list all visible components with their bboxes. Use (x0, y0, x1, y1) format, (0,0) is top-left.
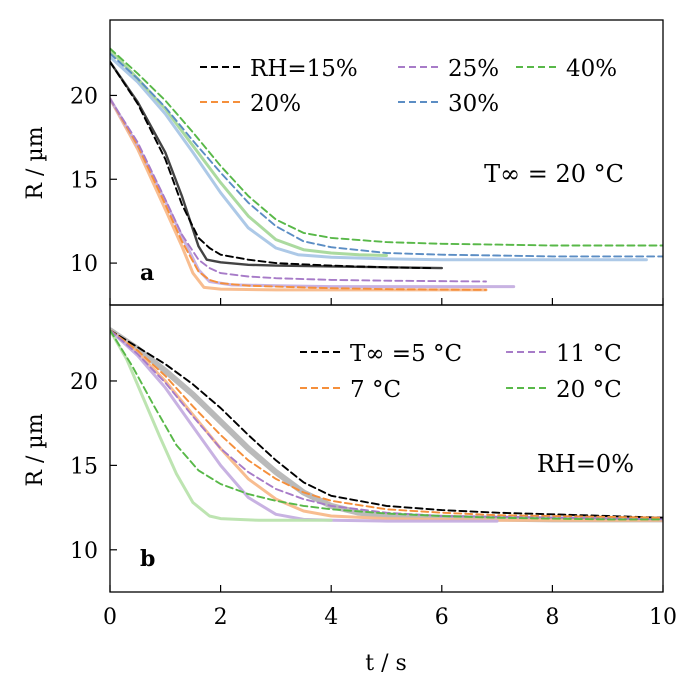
panel-b-annotation: RH=0% (537, 450, 634, 478)
panel-a-ytick-label-0: 10 (70, 252, 98, 277)
panel-b-ytick-label-2: 20 (70, 370, 98, 395)
panel-b-x-ticks: 0 2 4 6 8 10 (103, 585, 677, 630)
panel-a-legend-label-0-1: 25% (448, 56, 499, 82)
panel-b-xtick-label-0: 0 (103, 605, 117, 630)
panel-b-ylabel: R / µm (23, 413, 48, 486)
panel-b-xtick-label-3: 6 (435, 605, 449, 630)
panel-a-series-line-2 (110, 97, 487, 283)
panel-a-series-line-1 (110, 97, 487, 291)
panel-b-xtick-label-5: 10 (649, 605, 677, 630)
panel-a-series (110, 47, 663, 292)
panel-b-y-ticks: 10 15 20 (70, 370, 117, 564)
panel-a-x-ticks (109, 298, 664, 305)
panel-a-label: a (140, 260, 154, 286)
panel-a-series-line-8 (110, 55, 648, 262)
panel-b-legend-label-0-1: 11 °C (556, 341, 622, 367)
panel-b-legend-label-0-0: T∞ =5 °C (350, 341, 462, 367)
panel-b-xtick-label-4: 8 (545, 605, 559, 630)
panel-a-legend: RH=15% 25% 40% 20% 30% (200, 56, 617, 117)
panel-b-label: b (140, 546, 155, 572)
panel-b-ytick-label-0: 10 (70, 539, 98, 564)
panel-a-legend-label-0-0: RH=15% (250, 56, 358, 82)
panel-b-frame (109, 304, 664, 593)
panel-b-xtick-label-2: 4 (324, 605, 338, 630)
panel-b-series-line-3 (110, 329, 663, 521)
panel-b-xlabel: t / s (365, 651, 407, 676)
panel-a-series-line-4 (110, 47, 663, 247)
panel-a-series-line-3 (110, 52, 663, 258)
panel-a-legend-label-1-1: 30% (448, 91, 499, 117)
panel-a-series-line-6 (110, 97, 488, 292)
panel-a-ytick-label-2: 20 (70, 84, 98, 109)
panel-b-xtick-label-1: 2 (214, 605, 228, 630)
panel-b: 10 15 20 0 2 4 6 8 10 R / µm t / s RH=0% b T∞ =… (23, 304, 677, 676)
panel-a-series-line-0 (110, 60, 432, 270)
panel-b-legend-label-1-1: 20 °C (556, 377, 622, 403)
panel-b-ytick-label-1: 15 (70, 454, 98, 479)
panel-a-y-ticks: 10 15 20 (70, 84, 117, 277)
panel-b-series-line-5 (110, 328, 663, 522)
panel-b-series-line-6 (110, 328, 499, 523)
panel-b-series-line-7 (110, 328, 333, 522)
panel-b-legend: T∞ =5 °C 11 °C 7 °C 20 °C (300, 341, 622, 403)
panel-b-series-line-1 (110, 329, 663, 519)
panel-b-legend-label-1-0: 7 °C (350, 377, 401, 403)
panel-b-series (110, 327, 663, 523)
panel-a: 10 15 20 R / µm T∞ = 20 °C a RH=15% 25% 40% 2… (23, 19, 664, 306)
panel-b-series-line-0 (110, 329, 663, 519)
panel-a-series-line-9 (110, 48, 388, 257)
panel-a-ylabel: R / µm (23, 126, 48, 199)
panel-a-annotation: T∞ = 20 °C (484, 160, 624, 188)
panel-a-ytick-label-1: 15 (70, 168, 98, 193)
panel-a-legend-label-1-0: 20% (250, 91, 301, 117)
panel-b-series-line-2 (110, 329, 663, 521)
panel-a-legend-label-0-2: 40% (566, 56, 617, 82)
